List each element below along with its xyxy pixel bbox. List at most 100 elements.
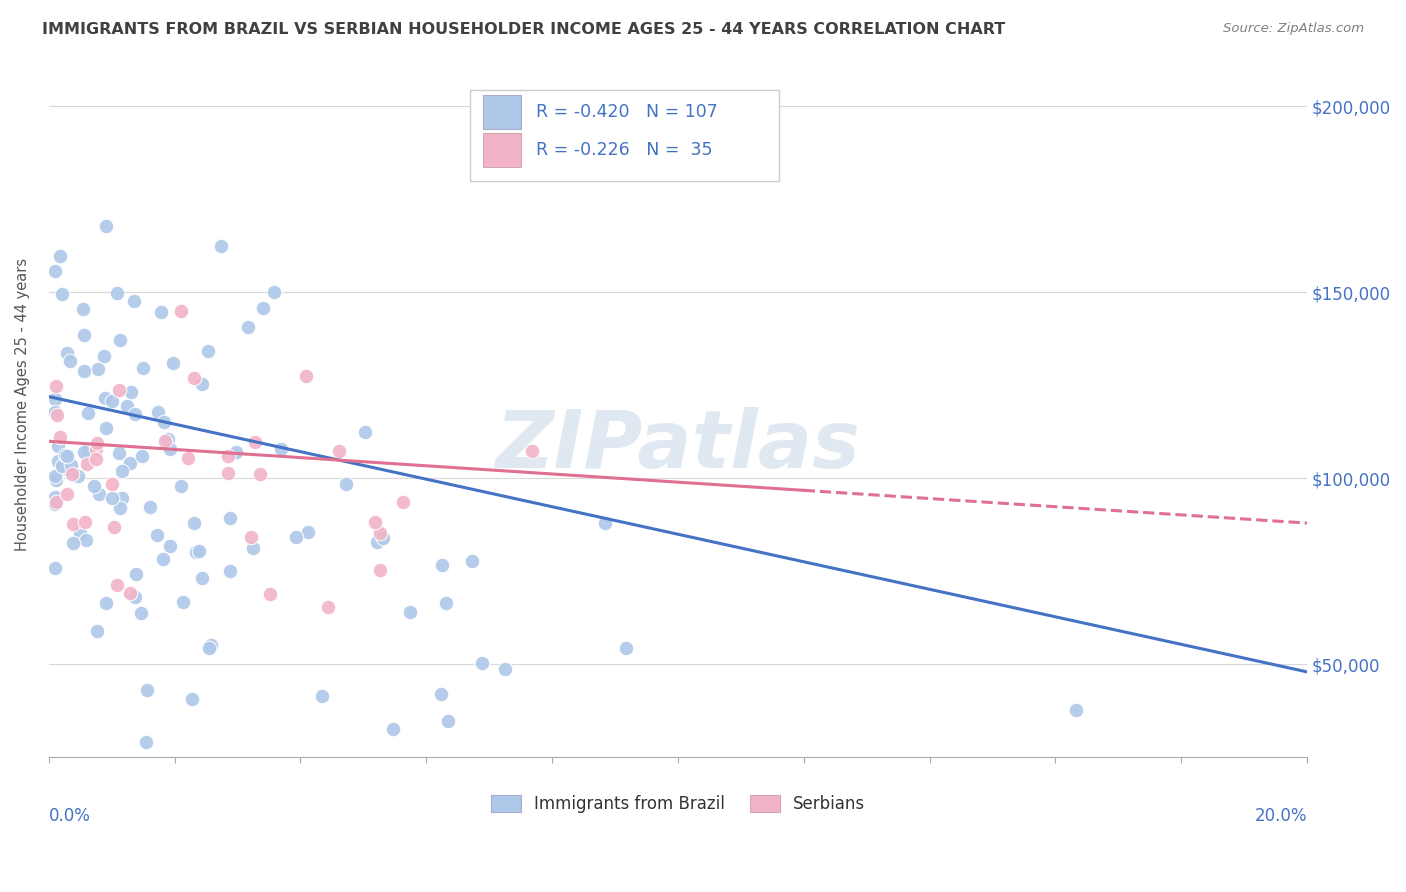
Point [75,533,97,548]
Point [118,586,141,600]
Point [93,391,115,405]
Point [252,301,274,315]
Point [461,554,484,568]
Point [188,544,211,558]
Point [295,368,318,383]
Point [124,293,146,308]
Point [183,371,205,385]
Point [219,511,242,525]
Point [132,360,155,375]
Point [153,434,176,448]
Point [243,435,266,450]
Text: 20.0%: 20.0% [1254,807,1308,825]
Point [94,596,117,610]
Point [129,606,152,620]
Point [170,304,193,318]
Point [190,571,212,585]
Point [73,444,96,458]
Point [316,600,339,615]
Point [616,641,638,656]
Point [198,640,221,655]
Point [184,545,207,559]
Point [225,444,247,458]
Point [181,692,204,706]
Point [430,687,453,701]
Point [197,344,219,359]
Point [111,491,134,506]
Point [69,526,91,541]
Point [200,638,222,652]
Point [146,405,169,419]
Point [146,528,169,542]
Point [103,519,125,533]
Point [115,399,138,413]
Point [217,450,239,464]
Text: IMMIGRANTS FROM BRAZIL VS SERBIAN HOUSEHOLDER INCOME AGES 25 - 44 YEARS CORRELAT: IMMIGRANTS FROM BRAZIL VS SERBIAN HOUSEH… [42,22,1005,37]
Point [45,379,67,393]
Point [159,539,181,553]
Point [84,442,107,456]
Point [382,722,405,736]
Point [45,495,67,509]
Point [105,285,128,300]
Point [73,364,96,378]
Point [430,558,453,572]
Point [45,408,67,422]
FancyBboxPatch shape [470,89,779,181]
Point [177,450,200,465]
Bar [482,95,520,129]
Point [73,516,96,530]
Point [53,448,76,462]
Point [172,595,194,609]
Point [49,249,72,263]
Point [77,406,100,420]
Point [136,682,159,697]
Point [44,264,66,278]
Point [56,346,79,360]
Point [55,449,77,463]
Point [76,457,98,471]
Point [44,560,66,574]
Point [131,449,153,463]
Point [66,469,89,483]
Point [100,491,122,505]
Text: Source: ZipAtlas.com: Source: ZipAtlas.com [1223,22,1364,36]
Point [48,430,70,444]
Point [297,525,319,540]
Point [120,384,142,399]
Point [108,383,131,397]
Point [209,238,232,252]
Point [311,689,333,703]
Point [96,219,118,234]
Point [270,442,292,456]
Point [328,444,350,458]
Point [183,516,205,530]
Point [494,662,516,676]
Point [86,436,108,450]
Point [84,451,107,466]
Bar [482,133,520,167]
Point [149,305,172,319]
Point [335,477,357,491]
Point [124,590,146,604]
Point [1064,703,1087,717]
Point [263,285,285,299]
Point [76,442,98,456]
Point [60,458,83,472]
Point [353,425,375,439]
Point [89,487,111,501]
Point [242,541,264,555]
Point [595,516,617,530]
Point [236,320,259,334]
Legend: Immigrants from Brazil, Serbians: Immigrants from Brazil, Serbians [484,789,872,820]
Point [100,393,122,408]
Point [370,526,392,541]
Point [51,459,73,474]
Text: 0.0%: 0.0% [49,807,90,825]
Point [111,464,134,478]
Point [87,362,110,376]
Point [156,432,179,446]
Point [125,567,148,582]
Point [94,421,117,435]
Point [118,456,141,470]
